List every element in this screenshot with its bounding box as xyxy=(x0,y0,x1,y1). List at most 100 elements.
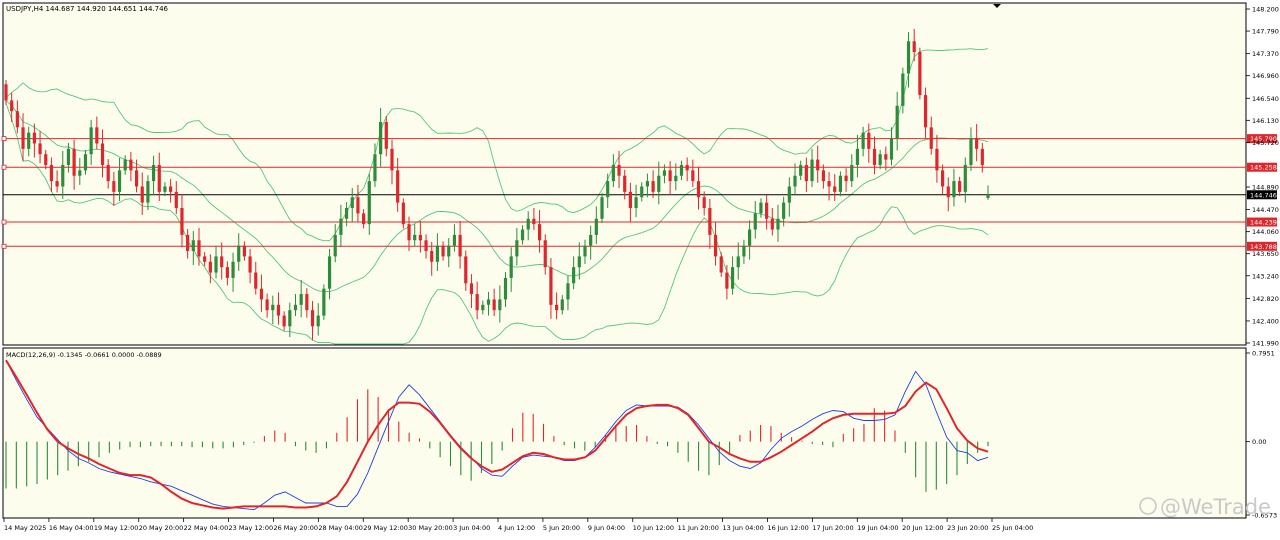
bear-candle[interactable] xyxy=(719,256,723,273)
bull-candle[interactable] xyxy=(515,240,519,257)
bull-candle[interactable] xyxy=(662,170,667,176)
bull-candle[interactable] xyxy=(299,294,303,305)
bull-candle[interactable] xyxy=(452,234,457,246)
bear-candle[interactable] xyxy=(713,234,718,257)
bull-candle[interactable] xyxy=(634,197,638,209)
bull-candle[interactable] xyxy=(606,181,610,198)
bull-candle[interactable] xyxy=(793,175,797,187)
bull-candle[interactable] xyxy=(435,245,439,262)
bear-candle[interactable] xyxy=(492,299,496,311)
bear-candle[interactable] xyxy=(21,127,25,149)
bear-candle[interactable] xyxy=(356,197,360,214)
bull-candle[interactable] xyxy=(782,202,786,219)
bear-candle[interactable] xyxy=(242,245,247,257)
bull-candle[interactable] xyxy=(861,132,865,149)
bear-candle[interactable] xyxy=(396,170,400,203)
bull-candle[interactable] xyxy=(799,164,803,176)
bear-candle[interactable] xyxy=(106,164,110,182)
bull-candle[interactable] xyxy=(730,267,735,289)
bear-candle[interactable] xyxy=(844,175,848,182)
bull-candle[interactable] xyxy=(117,170,122,192)
bear-candle[interactable] xyxy=(265,299,269,311)
bull-candle[interactable] xyxy=(742,245,746,257)
bull-candle[interactable] xyxy=(838,175,843,192)
bull-candle[interactable] xyxy=(379,121,383,155)
bull-candle[interactable] xyxy=(27,132,31,149)
bull-candle[interactable] xyxy=(674,175,678,182)
bull-candle[interactable] xyxy=(878,154,882,165)
bear-candle[interactable] xyxy=(197,240,201,257)
bull-candle[interactable] xyxy=(316,315,320,327)
bull-candle[interactable] xyxy=(566,283,570,300)
bull-candle[interactable] xyxy=(214,256,218,273)
bull-candle[interactable] xyxy=(89,127,93,155)
bear-candle[interactable] xyxy=(203,256,207,262)
bull-candle[interactable] xyxy=(952,181,956,198)
bear-candle[interactable] xyxy=(537,224,542,241)
bear-candle[interactable] xyxy=(430,251,434,262)
bear-candle[interactable] xyxy=(390,148,394,171)
bear-candle[interactable] xyxy=(464,256,468,284)
bull-candle[interactable] xyxy=(78,170,82,176)
bear-candle[interactable] xyxy=(55,181,59,187)
bear-candle[interactable] xyxy=(407,224,411,241)
level-handle-icon[interactable] xyxy=(1,136,7,142)
bull-candle[interactable] xyxy=(481,304,485,311)
bear-candle[interactable] xyxy=(157,164,161,192)
bull-candle[interactable] xyxy=(163,186,167,192)
bear-candle[interactable] xyxy=(259,288,264,300)
bear-candle[interactable] xyxy=(134,170,139,187)
bull-candle[interactable] xyxy=(237,245,241,262)
bear-candle[interactable] xyxy=(469,283,474,295)
bull-candle[interactable] xyxy=(776,218,780,230)
bear-candle[interactable] xyxy=(980,148,984,165)
bear-candle[interactable] xyxy=(220,256,224,268)
bear-candle[interactable] xyxy=(628,191,632,209)
bear-candle[interactable] xyxy=(305,294,309,311)
bear-candle[interactable] xyxy=(254,272,258,289)
bear-candle[interactable] xyxy=(180,208,184,235)
bear-candle[interactable] xyxy=(310,310,315,327)
bull-candle[interactable] xyxy=(906,41,911,74)
bear-candle[interactable] xyxy=(276,304,281,316)
bull-candle[interactable] xyxy=(344,208,349,219)
bull-candle[interactable] xyxy=(572,267,576,284)
bear-candle[interactable] xyxy=(935,148,939,171)
level-handle-icon[interactable] xyxy=(1,164,7,170)
bull-candle[interactable] xyxy=(146,181,150,203)
bear-candle[interactable] xyxy=(441,245,445,257)
bear-candle[interactable] xyxy=(555,304,559,311)
bear-candle[interactable] xyxy=(44,154,48,165)
bear-candle[interactable] xyxy=(543,240,547,268)
bear-candle[interactable] xyxy=(32,132,36,144)
bear-candle[interactable] xyxy=(872,148,877,165)
bull-candle[interactable] xyxy=(66,148,71,165)
bear-candle[interactable] xyxy=(248,256,252,273)
bull-candle[interactable] xyxy=(611,164,615,182)
bear-candle[interactable] xyxy=(918,52,922,96)
bull-candle[interactable] xyxy=(339,218,343,235)
bull-candle[interactable] xyxy=(191,240,195,252)
bull-candle[interactable] xyxy=(327,256,332,289)
bear-candle[interactable] xyxy=(140,186,144,203)
macd-panel[interactable] xyxy=(2,347,1247,519)
level-handle-icon[interactable] xyxy=(1,243,7,249)
bear-candle[interactable] xyxy=(617,164,621,176)
bull-candle[interactable] xyxy=(350,197,354,209)
bear-candle[interactable] xyxy=(532,218,536,225)
bear-candle[interactable] xyxy=(10,100,14,112)
bear-candle[interactable] xyxy=(696,181,701,198)
bull-candle[interactable] xyxy=(373,154,377,182)
bull-candle[interactable] xyxy=(901,73,905,106)
bear-candle[interactable] xyxy=(821,170,825,182)
bear-candle[interactable] xyxy=(362,213,366,225)
bull-candle[interactable] xyxy=(645,181,650,187)
bull-candle[interactable] xyxy=(526,218,530,230)
bear-candle[interactable] xyxy=(770,218,774,230)
bear-candle[interactable] xyxy=(912,41,916,53)
bear-candle[interactable] xyxy=(702,197,706,209)
bear-candle[interactable] xyxy=(282,315,286,327)
bear-candle[interactable] xyxy=(100,143,105,165)
bull-candle[interactable] xyxy=(787,186,791,203)
